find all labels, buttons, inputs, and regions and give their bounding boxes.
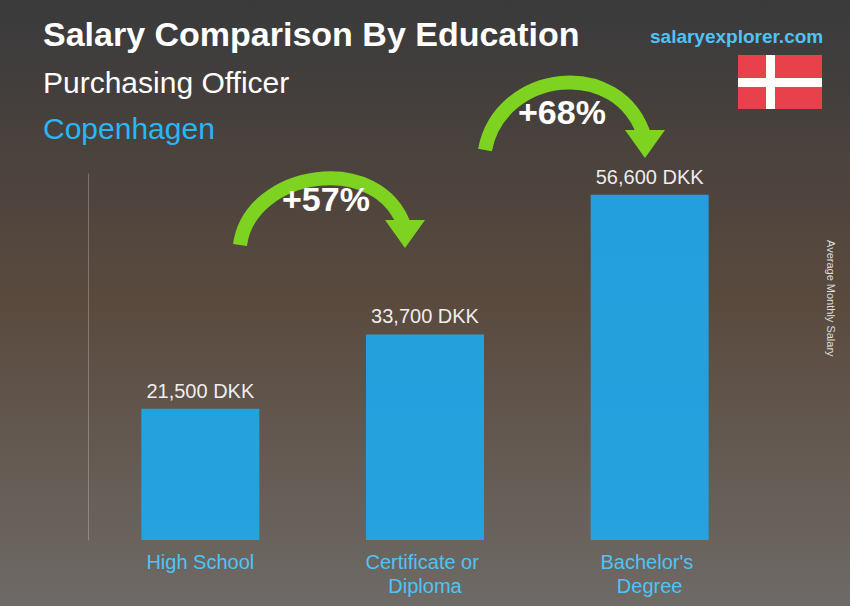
svg-text:Diploma: Diploma [388, 575, 462, 597]
svg-text:Degree: Degree [617, 575, 683, 597]
svg-text:Bachelor's: Bachelor's [601, 551, 699, 573]
svg-text:+68%: +68% [518, 93, 606, 131]
svg-text:Certificate or: Certificate or [366, 551, 485, 573]
svg-text:Copenhagen: Copenhagen [43, 112, 215, 145]
svg-text:salaryexplorer.com: salaryexplorer.com [650, 26, 823, 47]
svg-text:56,600 DKK: 56,600 DKK [596, 166, 705, 188]
svg-text:Salary Comparison By Education: Salary Comparison By Education [43, 15, 580, 53]
svg-text:21,500 DKK: 21,500 DKK [146, 380, 255, 402]
svg-text:Purchasing Officer: Purchasing Officer [43, 66, 289, 99]
svg-text:Average Monthly Salary: Average Monthly Salary [825, 240, 837, 357]
svg-text:33,700 DKK: 33,700 DKK [371, 305, 480, 327]
svg-text:+57%: +57% [282, 180, 370, 218]
svg-text:High School: High School [146, 551, 254, 573]
